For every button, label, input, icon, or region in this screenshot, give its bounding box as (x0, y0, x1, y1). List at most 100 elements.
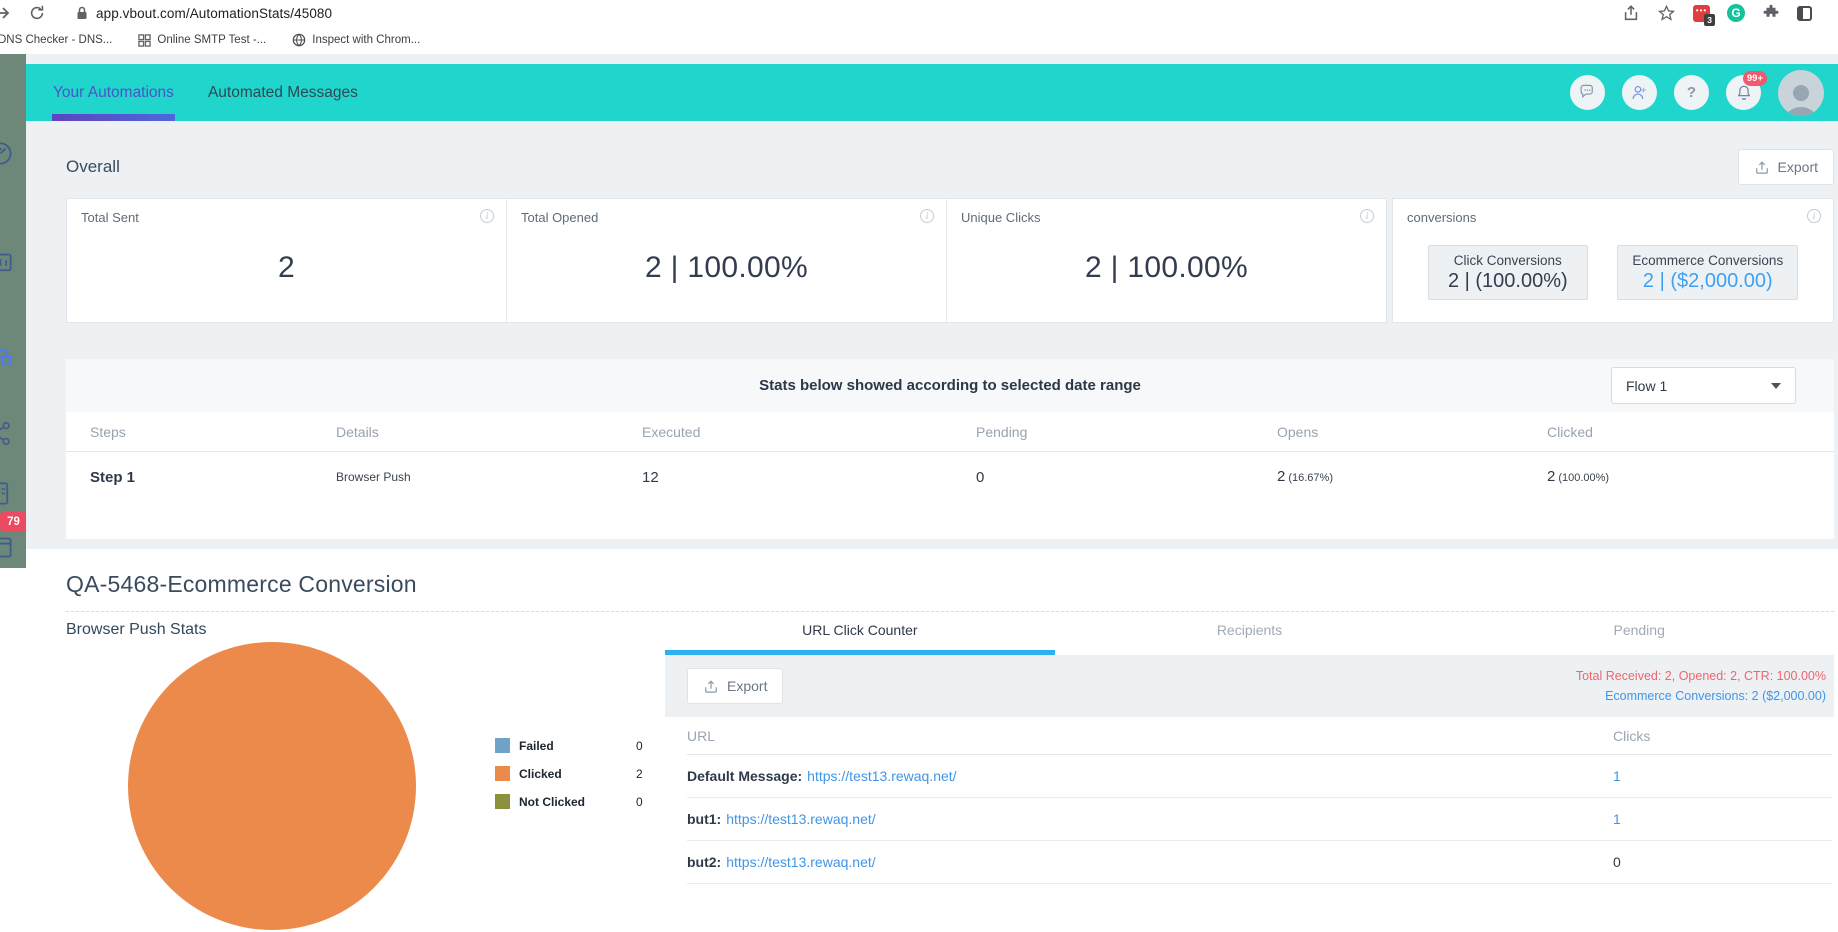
address-bar[interactable]: app.vbout.com/AutomationStats/45080 (76, 6, 1622, 21)
url-row-clicks[interactable]: 0 (1613, 854, 1621, 870)
dashed-divider (66, 611, 1834, 612)
info-icon[interactable] (1807, 209, 1821, 223)
grid-icon (138, 33, 152, 47)
stat-value: 2 (278, 251, 295, 284)
info-icon[interactable] (920, 209, 934, 223)
grammarly-extension-icon[interactable] (1727, 4, 1745, 22)
bookmark-item[interactable]: Inspect with Chrom... (292, 33, 420, 47)
url-row-link[interactable]: https://test13.rewaq.net/ (726, 854, 876, 870)
url-export-button[interactable]: Export (687, 668, 784, 704)
adblock-extension-icon[interactable]: ••• 3 (1693, 4, 1715, 26)
click-conversions-box: Click Conversions 2 | (100.00%) (1427, 245, 1588, 300)
notifications-bell-icon[interactable]: 99+ (1726, 71, 1767, 110)
flow-table-header: Steps Details Executed Pending Opens Cli… (66, 412, 1834, 452)
url-table-header: URL Clicks (687, 717, 1832, 755)
help-icon[interactable] (1674, 75, 1709, 110)
reports-icon[interactable] (0, 250, 14, 277)
legend-item-not-clicked: Not Clicked 0 (495, 794, 660, 809)
bookmark-item[interactable]: Online SMTP Test -... (138, 33, 266, 47)
summary-received: Total Received: 2, Opened: 2, CTR: 100.0… (1575, 669, 1826, 683)
ecommerce-conversions-box: Ecommerce Conversions 2 | ($2,000.00) (1617, 245, 1799, 300)
add-contact-icon[interactable] (1622, 75, 1657, 110)
browser-toolbar: app.vbout.com/AutomationStats/45080 ••• … (0, 0, 1838, 26)
automations-icon[interactable] (0, 340, 14, 367)
forward-icon[interactable] (0, 3, 12, 23)
globe-icon (292, 33, 306, 47)
tab-url-click-counter[interactable]: URL Click Counter (665, 612, 1055, 655)
flow-select-dropdown[interactable]: Flow 1 (1611, 367, 1796, 404)
dashboard-gauge-icon[interactable] (0, 140, 14, 167)
pages-icon[interactable] (0, 480, 14, 507)
pie-legend: Failed 0 Clicked 2 Not Clicked (495, 738, 660, 822)
bookmark-label: DNS Checker - DNS... (0, 34, 113, 46)
url-section-tabs: URL Click Counter Recipients Pending (665, 612, 1834, 655)
info-icon[interactable] (1360, 209, 1374, 223)
overall-export-button[interactable]: Export (1737, 149, 1834, 185)
notifications-badge: 99+ (1742, 71, 1767, 86)
stat-card-total-sent: Total Sent 2 (67, 199, 507, 322)
tab-your-automations[interactable]: Your Automations (52, 64, 175, 121)
stat-card-total-opened: Total Opened 2 | 100.00% (507, 199, 947, 322)
stat-cards: Total Sent 2 Total Opened 2 | 100.00% Un… (66, 198, 1834, 323)
url-row-link[interactable]: https://test13.rewaq.net/ (807, 768, 957, 784)
push-stats-title: Browser Push Stats (66, 621, 207, 638)
app-window: 79 Your Automations Automated Messages (0, 54, 1838, 932)
extensions-puzzle-icon[interactable] (1762, 4, 1780, 22)
legend-swatch (495, 766, 510, 781)
browser-window-icon[interactable] (0, 534, 14, 561)
url-row-clicks[interactable]: 1 (1613, 811, 1621, 827)
url-table: URL Clicks Default Message: https://test1… (687, 717, 1832, 884)
tab-pending[interactable]: Pending (1613, 622, 1665, 638)
executed-cell: 12 (642, 468, 659, 486)
push-stats-pie-chart (128, 642, 416, 930)
legend-swatch (495, 738, 510, 753)
date-range-banner: Stats below showed according to selected… (759, 377, 1141, 394)
stat-label: Unique Clicks (961, 210, 1041, 225)
url-click-section: URL Click Counter Recipients Pending Exp… (665, 612, 1834, 930)
url-table-row: Default Message: https://test13.rewaq.net… (687, 755, 1832, 798)
flow-table-row: Step 1 Browser Push 12 0 2 (16.67%) 2 (100… (66, 452, 1834, 502)
url-text: app.vbout.com/AutomationStats/45080 (96, 5, 333, 21)
app-sidebar: 79 (0, 54, 26, 568)
stat-label: conversions (1407, 210, 1477, 225)
browser-profile-icon[interactable] (1797, 5, 1812, 21)
top-navigation: Your Automations Automated Messages 99+ (26, 64, 1838, 121)
details-cell: Browser Push (336, 470, 411, 484)
main-area: Your Automations Automated Messages 99+ (26, 54, 1838, 932)
tab-recipients[interactable]: Recipients (1216, 622, 1283, 638)
lock-icon (76, 6, 88, 20)
sidebar-notification-badge: 79 (0, 512, 26, 531)
url-row-link[interactable]: https://test13.rewaq.net/ (726, 811, 876, 827)
export-icon (705, 679, 717, 693)
share-icon[interactable] (1622, 4, 1640, 22)
chevron-down-icon (1771, 382, 1781, 389)
legend-item-failed: Failed 0 (495, 738, 660, 753)
social-share-icon[interactable] (0, 420, 14, 447)
bookmark-star-icon[interactable] (1657, 4, 1676, 23)
clicked-cell: 2 (100.00%) (1547, 468, 1610, 485)
bookmark-label: Inspect with Chrom... (312, 34, 421, 46)
url-toolbar: Export Total Received: 2, Opened: 2, CTR… (665, 655, 1834, 717)
stat-card-unique-clicks: Unique Clicks 2 | 100.00% (947, 199, 1386, 322)
tab-automated-messages[interactable]: Automated Messages (207, 83, 358, 101)
click-conversions-value: 2 | (100.00%) (1447, 270, 1568, 292)
user-avatar[interactable] (1778, 69, 1824, 116)
bookmark-item[interactable]: DNS Checker - DNS... (0, 34, 112, 46)
bookmarks-bar: DNS Checker - DNS... Online SMTP Test -.… (0, 26, 1838, 54)
info-icon[interactable] (480, 209, 494, 223)
url-table-row: but2: https://test13.rewaq.net/ 0 (687, 841, 1832, 884)
browser-actions: ••• 3 (1622, 4, 1838, 26)
opens-cell: 2 (16.67%) (1277, 468, 1333, 485)
flow-stats-panel: Stats below showed according to selected… (66, 359, 1834, 539)
extension-badge: 3 (1704, 13, 1715, 26)
url-row-clicks[interactable]: 1 (1613, 768, 1621, 784)
url-row-label: but1: (687, 811, 722, 827)
live-chat-icon[interactable] (1570, 75, 1605, 110)
reload-icon[interactable] (28, 4, 46, 22)
stat-value: 2 | 100.00% (1085, 251, 1248, 284)
pending-cell: 0 (976, 468, 985, 486)
summary-stats: Total Received: 2, Opened: 2, CTR: 100.0… (1576, 666, 1826, 706)
export-icon (1755, 160, 1768, 174)
step-cell: Step 1 (90, 468, 136, 486)
